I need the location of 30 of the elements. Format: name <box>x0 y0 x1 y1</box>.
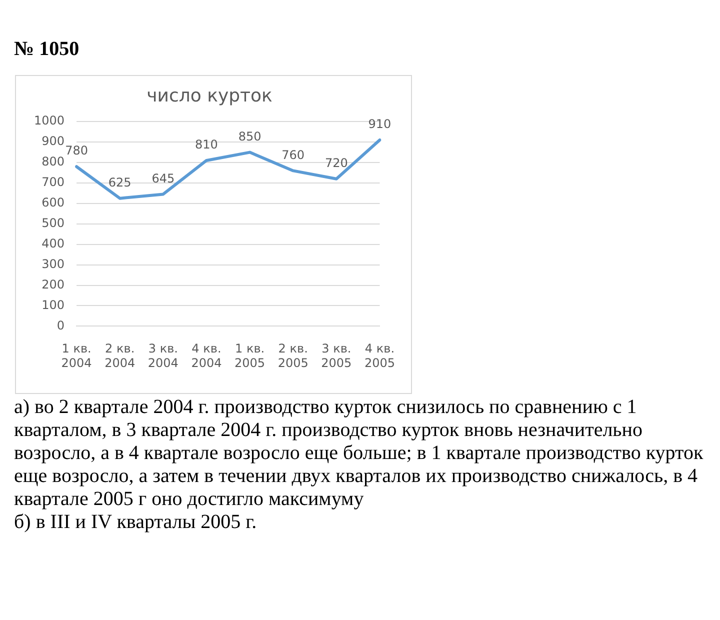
y-tick-label: 200 <box>42 277 65 292</box>
text: б) в III и IV кварталы 2005 г. <box>14 511 258 534</box>
data-label: 780 <box>65 144 88 158</box>
x-tick-label: 2 кв. 2004 <box>104 342 136 370</box>
y-tick-label: 500 <box>42 216 65 230</box>
y-tick-label: 900 <box>42 134 65 148</box>
x-tick-label: 1 кв. 2004 <box>61 342 92 370</box>
data-label: 910 <box>368 117 392 132</box>
y-tick-label: 400 <box>42 236 65 250</box>
data-label: 645 <box>152 171 175 186</box>
x-tick-label: 4 кв. 2004 <box>191 342 222 370</box>
data-label: 625 <box>108 175 132 190</box>
y-tick-label: 700 <box>42 175 65 190</box>
data-label: 760 <box>282 148 305 162</box>
y-tick-label: 800 <box>42 154 65 169</box>
x-tick-label: 4 кв. 2005 <box>364 342 396 370</box>
x-tick-label: 1 кв. 2005 <box>234 342 266 370</box>
data-label: 720 <box>324 156 348 170</box>
y-tick-label: 100 <box>42 298 65 312</box>
y-tick-label: 600 <box>42 196 65 210</box>
y-tick-label: 0 <box>56 318 65 332</box>
data-label: 810 <box>195 138 218 152</box>
chart-title: число курток <box>146 85 273 106</box>
x-tick-label: 3 кв. 2005 <box>321 342 352 370</box>
data-label: 850 <box>238 129 262 144</box>
x-tick-label: 3 кв. 2004 <box>148 342 178 370</box>
y-tick-label: 300 <box>42 256 65 271</box>
text: № 1050 <box>14 38 80 61</box>
y-tick-label: 1000 <box>34 114 65 128</box>
x-tick-label: 2 кв. 2005 <box>278 342 308 370</box>
